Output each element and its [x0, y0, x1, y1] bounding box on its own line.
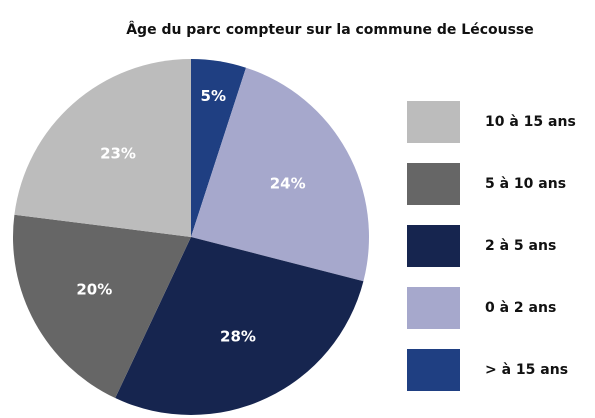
legend-swatch [407, 163, 460, 205]
legend-label: 0 à 2 ans [485, 300, 556, 316]
legend-swatch [407, 101, 460, 143]
pie-slice [191, 59, 247, 237]
legend-label: 2 à 5 ans [485, 238, 556, 254]
data-label: 20% [76, 281, 112, 299]
legend-swatch [407, 225, 460, 267]
legend-label: 10 à 15 ans [485, 114, 576, 130]
data-label: 23% [100, 145, 136, 163]
pie-slice [191, 67, 369, 282]
legend-swatch [407, 349, 460, 391]
data-label: 5% [201, 87, 226, 105]
data-label: 24% [270, 174, 306, 192]
legend-label: > à 15 ans [485, 362, 568, 378]
chart-title: Âge du parc compteur sur la commune de L… [126, 21, 534, 38]
legend-label: 5 à 10 ans [485, 176, 566, 192]
data-label: 28% [220, 327, 256, 345]
pie-slice [14, 59, 192, 237]
pie-slice [12, 214, 191, 399]
legend-swatch [407, 287, 460, 329]
pie-slice [115, 237, 364, 415]
